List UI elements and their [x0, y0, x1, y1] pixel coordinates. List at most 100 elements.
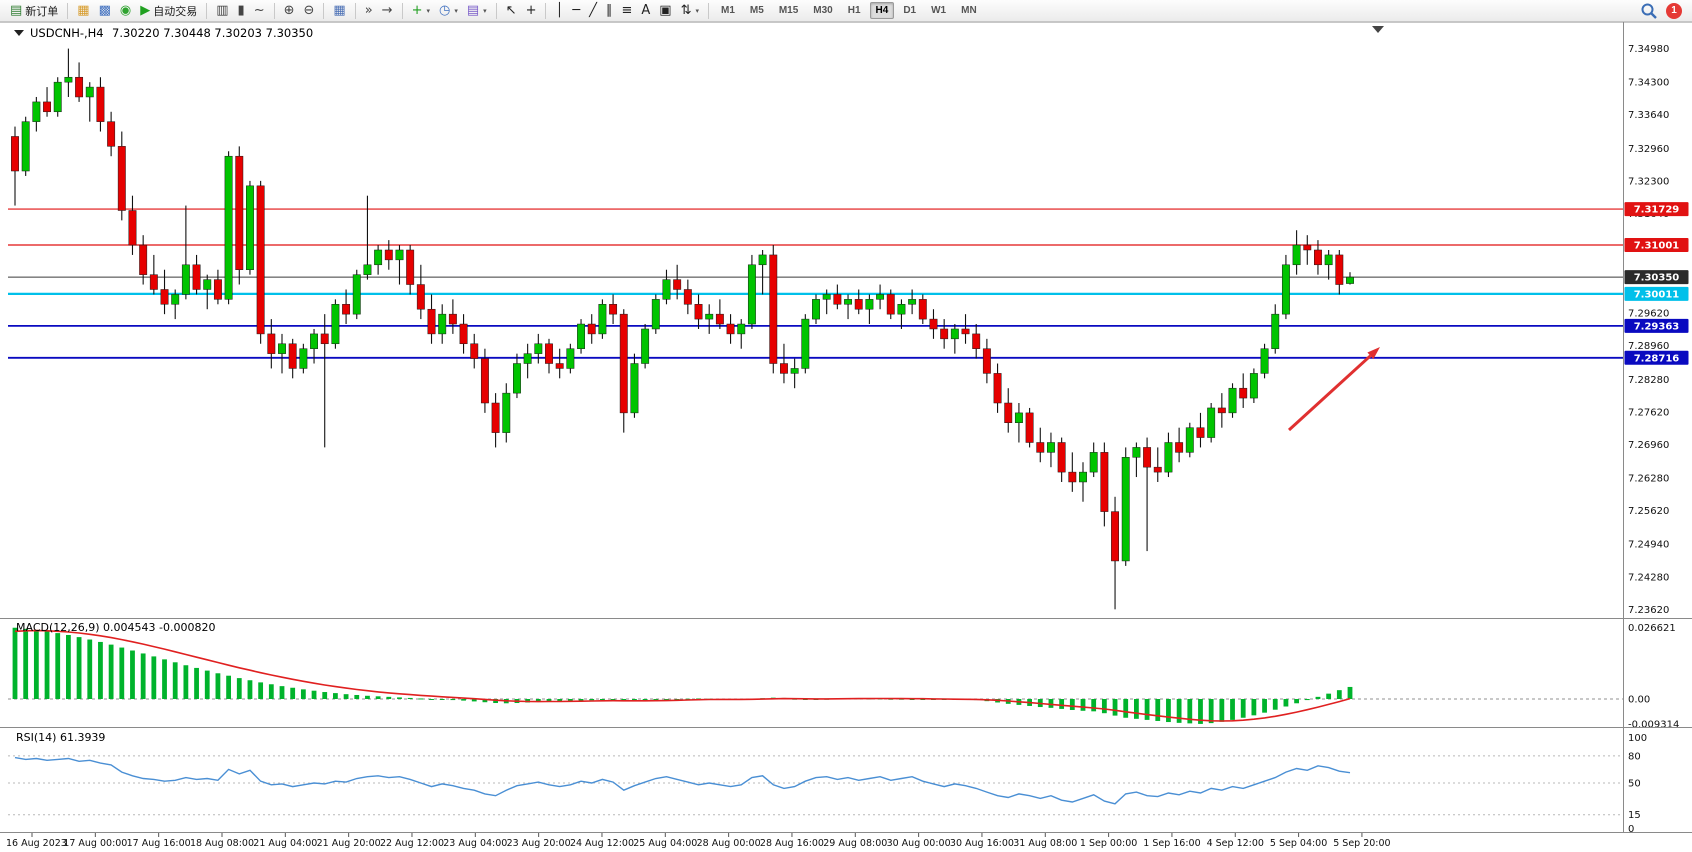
chart-ohlc-values: 7.30220 7.30448 7.30203 7.30350 [112, 26, 313, 40]
timeframe-h1-button[interactable]: H1 [847, 5, 861, 16]
macd-histogram-bar [76, 637, 82, 699]
templates-button[interactable]: ▤ ▾ [463, 0, 491, 21]
data-window-button[interactable]: ▩ [95, 0, 115, 21]
candle-body [1164, 442, 1173, 473]
candle-body [85, 86, 94, 98]
trend-arrow-line[interactable] [1287, 354, 1372, 432]
trendline-button[interactable]: ╱ [585, 0, 601, 21]
chart-shift-button[interactable]: → [378, 0, 397, 21]
window-menu-icon[interactable] [14, 30, 24, 36]
toolbar-separator [495, 2, 497, 19]
dropdown-caret-icon: ▾ [695, 7, 699, 15]
rsi-axis-label: 15 [1628, 810, 1641, 821]
macd-histogram-bar [268, 684, 274, 699]
candle-body [331, 304, 340, 345]
macd-histogram-bar [1240, 699, 1246, 718]
time-axis-label: 24 Aug 12:00 [570, 838, 634, 849]
price-badge [1624, 318, 1689, 333]
macd-histogram-bar [151, 656, 157, 699]
auto-scroll-button[interactable]: » [361, 0, 377, 21]
price-axis[interactable] [1624, 22, 1692, 832]
candle-body [53, 81, 62, 113]
notification-badge[interactable]: 1 [1666, 2, 1682, 19]
fibonacci-button[interactable]: ≡ [617, 0, 636, 21]
bar-chart-button[interactable]: ▥ [212, 0, 232, 21]
macd-histogram-bar [354, 694, 360, 699]
candle-body [235, 155, 244, 270]
text-label-button[interactable]: ▣ [655, 0, 675, 21]
macd-histogram-bar [1198, 699, 1203, 724]
candle-body [480, 358, 489, 404]
candle-body [448, 313, 457, 325]
tile-windows-button[interactable]: ▦ [329, 0, 349, 21]
time-axis-label: 4 Sep 12:00 [1207, 838, 1264, 849]
candle-body [715, 313, 724, 325]
arrows-button[interactable]: ⇅ ▾ [677, 0, 703, 21]
candle-body [213, 279, 222, 300]
toolbar-separator [273, 2, 275, 19]
candle-body [587, 323, 596, 335]
candle-body [1004, 402, 1013, 423]
zoom-out-button[interactable]: ⊖ [300, 0, 319, 21]
line-chart-icon: ~ [253, 3, 265, 18]
crosshair-icon: + [525, 3, 537, 18]
price-axis-label: 7.23620 [1628, 605, 1669, 616]
time-axis-label: 5 Sep 20:00 [1333, 838, 1390, 849]
periods-button[interactable]: ◷ ▾ [435, 0, 462, 21]
toolbar-separator [323, 2, 325, 19]
candle-body [11, 136, 19, 172]
macd-panel[interactable] [0, 619, 1623, 727]
candle-body [502, 392, 511, 433]
candle-body [876, 294, 885, 300]
candle-body [993, 373, 1002, 404]
vertical-line-button[interactable]: │ [551, 0, 567, 21]
rsi-panel[interactable] [0, 728, 1623, 832]
cursor-button[interactable]: ↖ [502, 0, 521, 21]
autotrade-button[interactable]: ▶ 自动交易 [136, 0, 201, 21]
macd-histogram-bar [236, 678, 242, 699]
candle-body [181, 264, 190, 295]
candlestick-chart-button[interactable]: ▮ [234, 0, 249, 21]
timeframe-d1-button[interactable]: D1 [903, 5, 917, 16]
macd-histogram-bar [1315, 696, 1321, 699]
text-button[interactable]: A [637, 0, 654, 21]
crosshair-button[interactable]: + [522, 0, 541, 21]
indicators-button[interactable]: + ▾ [408, 0, 434, 21]
line-chart-button[interactable]: ~ [250, 0, 269, 21]
timeframe-m5-button[interactable]: M5 [749, 5, 764, 16]
templates-icon: ▤ [466, 3, 480, 18]
chart-shift-marker[interactable] [1372, 26, 1384, 33]
candlestick-chart-icon: ▮ [237, 3, 245, 18]
horizontal-line-button[interactable]: ─ [568, 0, 584, 21]
price-badge [1624, 350, 1689, 365]
timeframe-m30-button[interactable]: M30 [813, 5, 833, 16]
candle-body [352, 274, 361, 315]
candle-body [139, 244, 148, 275]
candle-body [1089, 452, 1098, 473]
timeframe-w1-button[interactable]: W1 [931, 5, 947, 16]
price-axis-label: 7.32960 [1628, 144, 1669, 155]
main-chart-panel[interactable] [0, 22, 1623, 618]
time-axis[interactable] [0, 833, 1692, 852]
timeframe-h4-button[interactable]: H4 [869, 2, 895, 19]
channel-button[interactable]: ∥ [602, 0, 617, 21]
timeframe-m1-button[interactable]: M1 [721, 5, 735, 16]
candle-body [1217, 407, 1226, 414]
candle-body [43, 101, 51, 113]
refresh-button[interactable]: ◉ [116, 0, 135, 21]
toolbar-separator [67, 2, 69, 19]
market-watch-button[interactable]: ▦ [73, 0, 93, 21]
zoom-in-button[interactable]: ⊕ [280, 0, 299, 21]
macd-histogram-bar [300, 689, 306, 699]
macd-histogram-bar [204, 670, 210, 699]
new-order-button[interactable]: ▤ 新订单 [6, 0, 62, 21]
candle-body [1292, 244, 1301, 266]
macd-histogram-bar [333, 693, 338, 699]
search-button[interactable] [1640, 2, 1658, 20]
timeframe-mn-button[interactable]: MN [961, 5, 977, 16]
macd-histogram-bar [578, 699, 584, 701]
candle-body [374, 249, 383, 266]
time-axis-label: 1 Sep 16:00 [1143, 838, 1200, 849]
timeframe-m15-button[interactable]: M15 [778, 5, 799, 16]
rsi-axis-label: 0 [1628, 824, 1634, 835]
